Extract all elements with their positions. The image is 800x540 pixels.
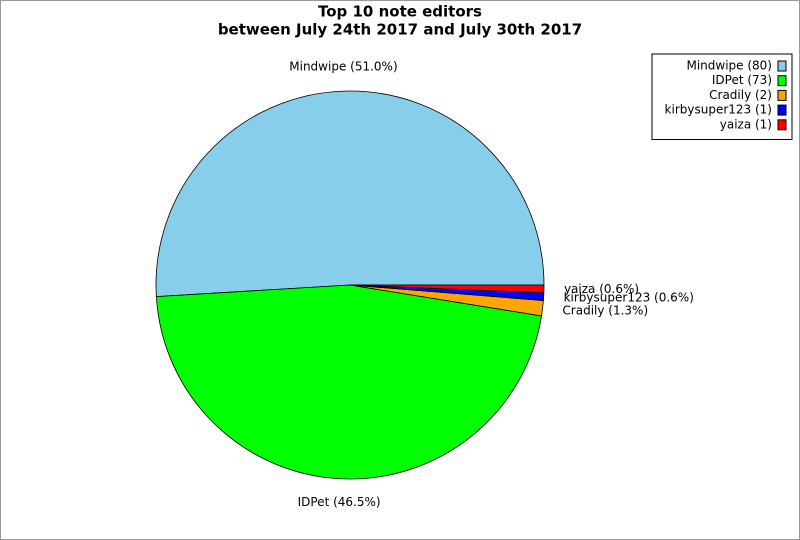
legend-box — [651, 53, 793, 140]
legend-label: Cradily (2) — [709, 88, 772, 102]
legend-label: yaiza (1) — [720, 117, 772, 131]
chart-title: Top 10 note editors — [318, 3, 482, 21]
pie-slice — [349, 284, 545, 294]
slice-label: kirbysuper123 (0.6%) — [564, 291, 694, 305]
slice-label: Cradily (1.3%) — [562, 304, 648, 318]
slice-label: yaiza (0.6%) — [564, 282, 639, 296]
pie-slice — [155, 284, 542, 480]
legend-swatch — [777, 75, 787, 87]
legend-label: Mindwipe (80) — [686, 59, 772, 73]
legend-swatch — [777, 89, 787, 101]
pie-slice — [155, 90, 545, 298]
legend-label: IDPet (73) — [712, 73, 772, 87]
legend-label: kirbysuper123 (1) — [665, 103, 772, 117]
chart-subtitle: between July 24th 2017 and July 30th 201… — [218, 21, 582, 39]
slice-label: IDPet (46.5%) — [298, 495, 381, 509]
slice-label: Mindwipe (51.0%) — [289, 60, 397, 74]
legend-swatch — [777, 104, 787, 116]
legend-swatch — [777, 119, 787, 131]
legend-swatch — [777, 60, 787, 72]
